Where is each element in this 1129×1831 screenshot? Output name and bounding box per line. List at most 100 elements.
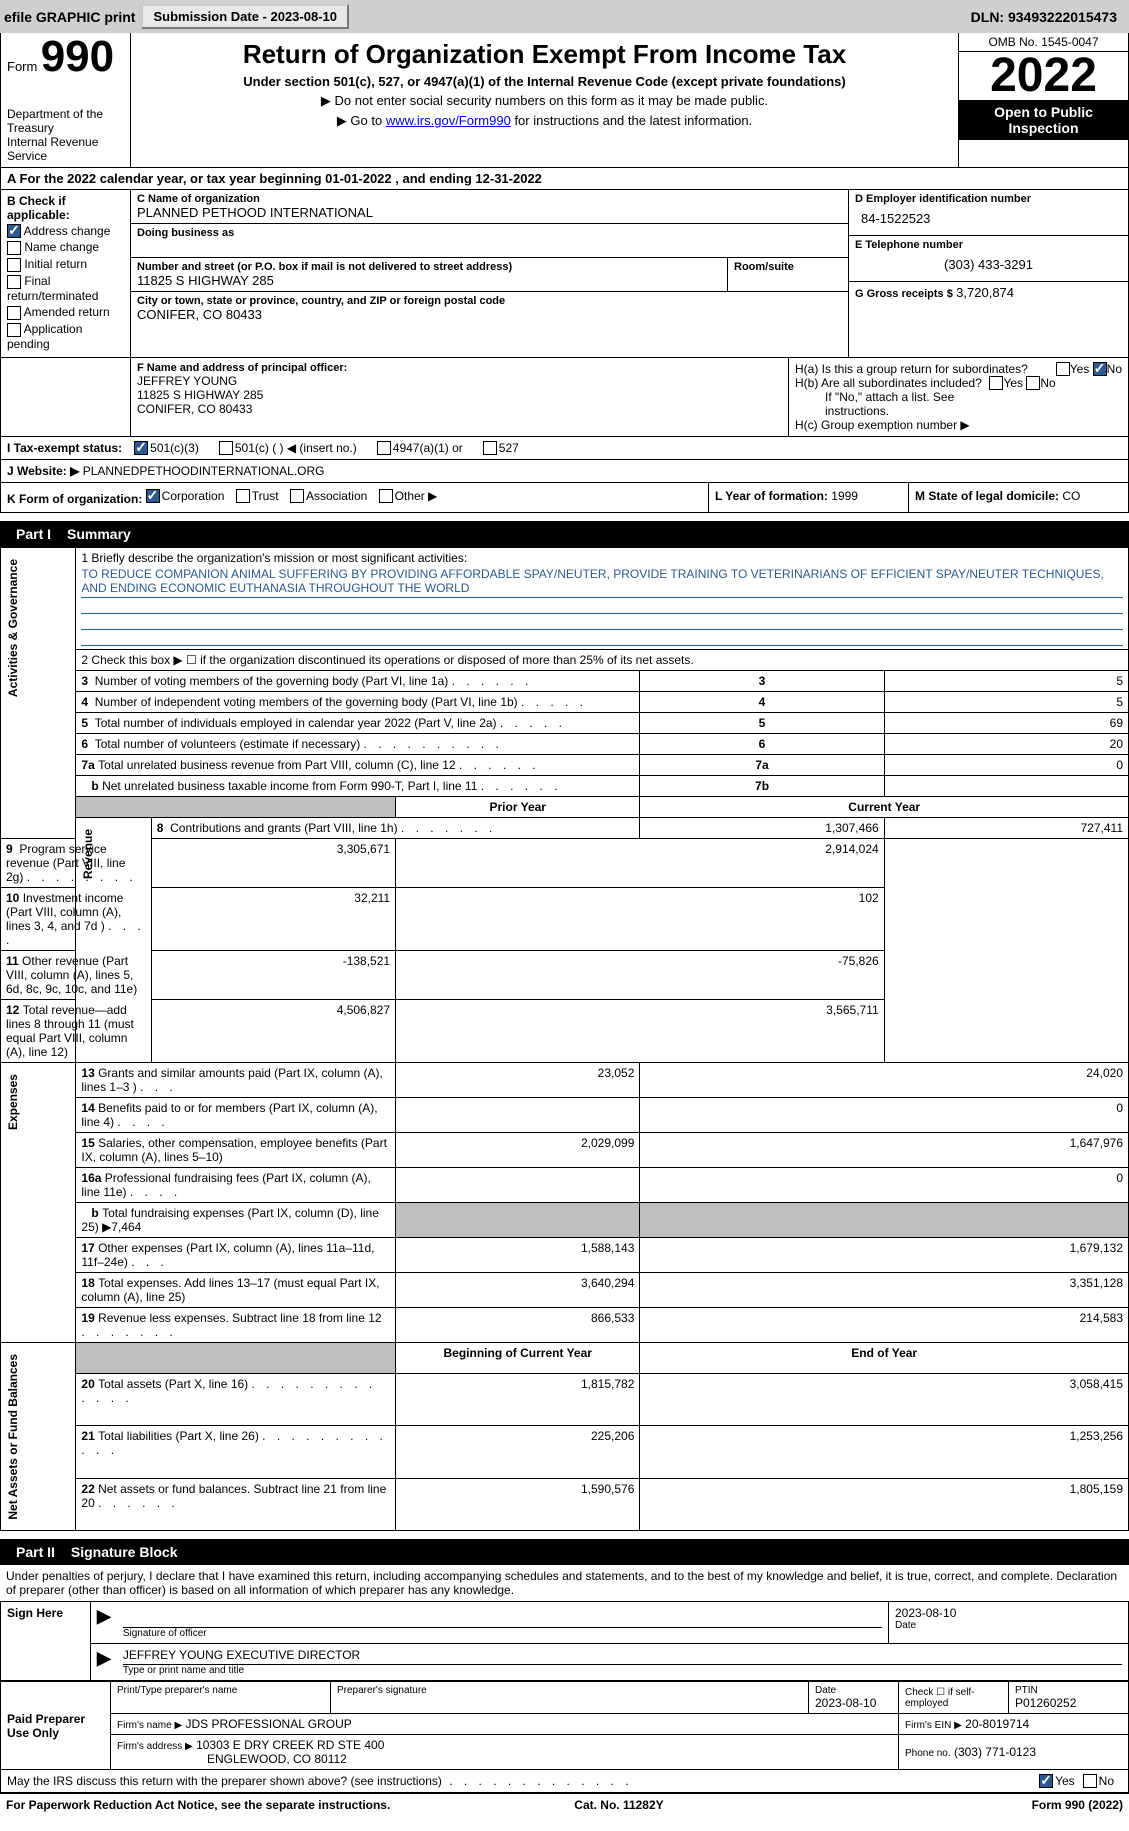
- org-name: PLANNED PETHOOD INTERNATIONAL: [137, 205, 842, 220]
- table-row: 19 Revenue less expenses. Subtract line …: [1, 1307, 1129, 1342]
- top-bar: efile GRAPHIC print Submission Date - 20…: [0, 0, 1129, 33]
- chk-application-pending[interactable]: Application pending: [7, 322, 124, 351]
- h-b-note: If "No," attach a list. See instructions…: [795, 390, 1122, 418]
- ptin-value: P01260252: [1015, 1696, 1122, 1710]
- form-title: Return of Organization Exempt From Incom…: [137, 39, 952, 70]
- efile-label: efile GRAPHIC print: [4, 9, 135, 25]
- officer-name: JEFFREY YOUNG: [137, 374, 782, 388]
- h-b-row: H(b) Are all subordinates included? Yes …: [795, 376, 1122, 390]
- website-value: PLANNEDPETHOODINTERNATIONAL.ORG: [83, 464, 325, 478]
- chk-final-return[interactable]: Final return/terminated: [7, 274, 124, 303]
- preparer-table: Paid Preparer Use Only Print/Type prepar…: [0, 1681, 1129, 1770]
- paid-preparer-label: Paid Preparer Use Only: [1, 1682, 111, 1770]
- chk-501c3[interactable]: 501(c)(3): [134, 441, 199, 455]
- dept-label: Department of the Treasury: [7, 107, 124, 135]
- officer-print-name: JEFFREY YOUNG EXECUTIVE DIRECTOR: [123, 1648, 1122, 1665]
- chk-initial-return[interactable]: Initial return: [7, 257, 124, 272]
- dln-label: DLN: 93493222015473: [971, 9, 1125, 25]
- h-a-row: H(a) Is this a group return for subordin…: [795, 362, 1122, 376]
- mission-text: TO REDUCE COMPANION ANIMAL SUFFERING BY …: [81, 565, 1123, 598]
- calendar-year-row: A For the 2022 calendar year, or tax yea…: [0, 168, 1129, 190]
- side-activities: Activities & Governance: [6, 551, 20, 705]
- table-row: 6 Total number of volunteers (estimate i…: [1, 733, 1129, 754]
- firm-addr2: ENGLEWOOD, CO 80112: [117, 1752, 347, 1766]
- chk-name-change[interactable]: Name change: [7, 240, 124, 255]
- signature-table: Sign Here ▶ Signature of officer 2023-08…: [0, 1601, 1129, 1681]
- sig-date: 2023-08-10: [895, 1606, 1122, 1620]
- chk-address-change[interactable]: Address change: [7, 224, 124, 239]
- street-label: Number and street (or P.O. box if mail i…: [137, 261, 721, 273]
- irs-label: Internal Revenue Service: [7, 135, 124, 163]
- part-2-header: Part IISignature Block: [0, 1539, 1129, 1565]
- form-header: Form 990 Department of the Treasury Inte…: [0, 33, 1129, 168]
- chk-527[interactable]: 527: [483, 441, 519, 455]
- dba-label: Doing business as: [137, 227, 842, 239]
- gross-receipts-value: 3,720,874: [956, 285, 1014, 300]
- signature-intro: Under penalties of perjury, I declare th…: [0, 1565, 1129, 1601]
- table-row: 5 Total number of individuals employed i…: [1, 712, 1129, 733]
- arrow-icon: ▶: [97, 1606, 111, 1626]
- firm-name: JDS PROFESSIONAL GROUP: [186, 1717, 352, 1731]
- table-row: 7a Total unrelated business revenue from…: [1, 754, 1129, 775]
- table-row: 11 Other revenue (Part VIII, column (A),…: [1, 950, 1129, 999]
- discuss-row: May the IRS discuss this return with the…: [0, 1770, 1129, 1793]
- paperwork-notice: For Paperwork Reduction Act Notice, see …: [6, 1798, 390, 1812]
- chk-association[interactable]: Association: [290, 489, 367, 503]
- tax-exempt-status: I Tax-exempt status: 501(c)(3) 501(c) ( …: [0, 437, 1129, 460]
- form-word: Form: [7, 59, 37, 74]
- sig-date-label: Date: [895, 1620, 1122, 1631]
- chk-amended-return[interactable]: Amended return: [7, 305, 124, 320]
- summary-table: Activities & Governance 1 Briefly descri…: [0, 547, 1129, 1532]
- ssn-notice: ▶ Do not enter social security numbers o…: [137, 93, 952, 109]
- form-ref: Form 990 (2022): [1032, 1798, 1123, 1812]
- box-b-heading: B Check if applicable:: [7, 194, 124, 222]
- table-row: 3 Number of voting members of the govern…: [1, 670, 1129, 691]
- firm-ein: 20-8019714: [965, 1717, 1029, 1731]
- side-expenses: Expenses: [6, 1066, 20, 1138]
- table-row: 9 Program service revenue (Part VIII, li…: [1, 838, 1129, 887]
- tax-year: 2022: [959, 52, 1128, 100]
- self-employed-check[interactable]: Check ☐ if self-employed: [899, 1682, 1009, 1714]
- section-b-through-g: B Check if applicable: Address change Na…: [0, 190, 1129, 358]
- side-net-assets: Net Assets or Fund Balances: [6, 1346, 20, 1528]
- gross-receipts-label: G Gross receipts $: [855, 288, 953, 300]
- table-row: 15 Salaries, other compensation, employe…: [1, 1132, 1129, 1167]
- officer-label: F Name and address of principal officer:: [137, 362, 782, 374]
- table-row: 20 Total assets (Part X, line 16) . . . …: [1, 1373, 1129, 1425]
- chk-501c[interactable]: 501(c) ( ) ◀ (insert no.): [219, 441, 357, 455]
- table-row: 17 Other expenses (Part IX, column (A), …: [1, 1237, 1129, 1272]
- arrow-icon: ▶: [97, 1648, 111, 1668]
- print-name-label: Type or print name and title: [123, 1665, 1122, 1676]
- h-c-row: H(c) Group exemption number ▶: [795, 418, 1122, 432]
- goto-notice: ▶ Go to www.irs.gov/Form990 for instruct…: [137, 113, 952, 129]
- year-formation: 1999: [831, 489, 858, 503]
- discuss-yes[interactable]: Yes: [1039, 1774, 1075, 1788]
- table-row: 4 Number of independent voting members o…: [1, 691, 1129, 712]
- firm-phone: (303) 771-0123: [954, 1745, 1036, 1759]
- chk-trust[interactable]: Trust: [236, 489, 279, 503]
- submission-date-button[interactable]: Submission Date - 2023-08-10: [141, 4, 349, 29]
- side-revenue: Revenue: [81, 821, 95, 887]
- irs-link[interactable]: www.irs.gov/Form990: [386, 113, 511, 128]
- website-row: J Website: ▶ PLANNEDPETHOODINTERNATIONAL…: [0, 460, 1129, 483]
- q2-text: 2 Check this box ▶ ☐ if the organization…: [76, 649, 1129, 670]
- page-footer: For Paperwork Reduction Act Notice, see …: [0, 1793, 1129, 1816]
- prep-date: 2023-08-10: [815, 1696, 892, 1710]
- section-f-h: F Name and address of principal officer:…: [0, 358, 1129, 437]
- city-label: City or town, state or province, country…: [137, 295, 842, 307]
- table-row: 10 Investment income (Part VIII, column …: [1, 887, 1129, 950]
- table-row: 22 Net assets or fund balances. Subtract…: [1, 1478, 1129, 1530]
- discuss-no[interactable]: No: [1083, 1774, 1114, 1788]
- cat-no: Cat. No. 11282Y: [574, 1798, 663, 1812]
- ein-label: D Employer identification number: [855, 193, 1122, 205]
- public-inspection: Open to Public Inspection: [959, 100, 1128, 140]
- part-1-header: Part ISummary: [0, 521, 1129, 547]
- org-name-label: C Name of organization: [137, 193, 842, 205]
- chk-other[interactable]: Other ▶: [379, 489, 438, 503]
- state-domicile: CO: [1062, 489, 1080, 503]
- table-row: 14 Benefits paid to or for members (Part…: [1, 1097, 1129, 1132]
- chk-corporation[interactable]: Corporation: [146, 489, 225, 503]
- table-row: 16a Professional fundraising fees (Part …: [1, 1167, 1129, 1202]
- ein-value: 84-1522523: [855, 205, 1122, 232]
- chk-4947[interactable]: 4947(a)(1) or: [377, 441, 463, 455]
